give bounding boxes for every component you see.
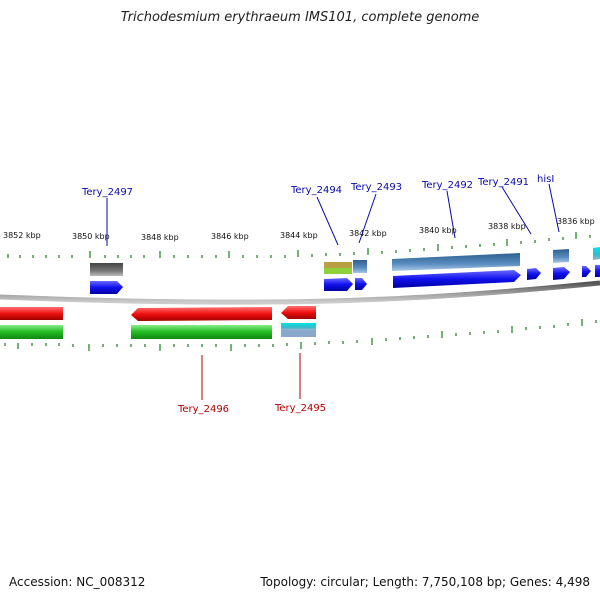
scale-label: 3842 kbp <box>349 229 387 238</box>
feature-track-upper <box>90 247 600 276</box>
feature-block[interactable] <box>324 268 352 274</box>
feature-block[interactable] <box>90 263 123 276</box>
gene-leader-lines-top <box>106 183 560 246</box>
genome-backbone <box>0 280 600 305</box>
scale-label: 3840 kbp <box>419 226 457 235</box>
inner-tick-row <box>4 319 597 351</box>
feature-block[interactable] <box>0 325 63 339</box>
gene-label-hisi[interactable]: hisI <box>537 174 554 185</box>
forward-cds-arrow[interactable] <box>355 278 367 290</box>
gene-label-tery-2491[interactable]: Tery_2491 <box>477 177 529 188</box>
forward-cds-arrow[interactable] <box>553 267 570 280</box>
feature-block[interactable] <box>353 260 367 273</box>
gene-label-tery-2493[interactable]: Tery_2493 <box>350 182 402 193</box>
scale-label: 3844 kbp <box>280 231 318 240</box>
gene-label-tery-2496[interactable]: Tery_2496 <box>177 404 229 415</box>
map-title: Trichodesmium erythraeum IMS101, complet… <box>120 10 480 25</box>
outer-tick-row <box>7 232 591 258</box>
forward-cds-arrow[interactable] <box>90 281 123 294</box>
feature-block[interactable] <box>281 330 316 337</box>
scale-labels: 3852 kbp 3850 kbp 3848 kbp 3846 kbp 3844… <box>3 217 595 242</box>
forward-cds-arrow[interactable] <box>324 278 353 291</box>
feature-block[interactable] <box>131 325 272 339</box>
gene-label-tery-2492[interactable]: Tery_2492 <box>421 180 473 191</box>
feature-track-lower <box>0 323 316 339</box>
scale-label: 3846 kbp <box>211 232 249 241</box>
gene-label-tery-2495[interactable]: Tery_2495 <box>274 403 326 414</box>
gene-label-tery-2497[interactable]: Tery_2497 <box>81 187 133 198</box>
forward-cds-arrow[interactable] <box>595 265 600 277</box>
feature-block[interactable] <box>392 253 520 271</box>
forward-cds-arrow[interactable] <box>582 266 591 277</box>
reverse-cds-arrow[interactable] <box>0 307 63 320</box>
feature-block[interactable] <box>553 249 569 263</box>
gene-leader-lines-bottom <box>201 353 301 400</box>
feature-block[interactable] <box>324 262 352 268</box>
forward-cds-track <box>90 265 600 294</box>
forward-cds-arrow[interactable] <box>527 268 541 280</box>
scale-label: 3850 kbp <box>72 232 110 241</box>
scale-label: 3848 kbp <box>141 233 179 242</box>
feature-block[interactable] <box>593 247 600 260</box>
scale-label: 3852 kbp <box>3 231 41 240</box>
feature-block[interactable] <box>281 323 316 330</box>
reverse-cds-arrow[interactable] <box>131 307 272 321</box>
genome-summary-text: Topology: circular; Length: 7,750,108 bp… <box>260 575 590 589</box>
scale-label: 3838 kbp <box>488 222 526 231</box>
accession-text: Accession: NC_008312 <box>9 575 146 589</box>
forward-cds-arrow[interactable] <box>393 270 521 288</box>
scale-label: 3836 kbp <box>557 217 595 226</box>
gene-label-tery-2494[interactable]: Tery_2494 <box>290 185 342 196</box>
reverse-cds-track <box>0 306 316 321</box>
reverse-cds-arrow[interactable] <box>281 306 316 319</box>
